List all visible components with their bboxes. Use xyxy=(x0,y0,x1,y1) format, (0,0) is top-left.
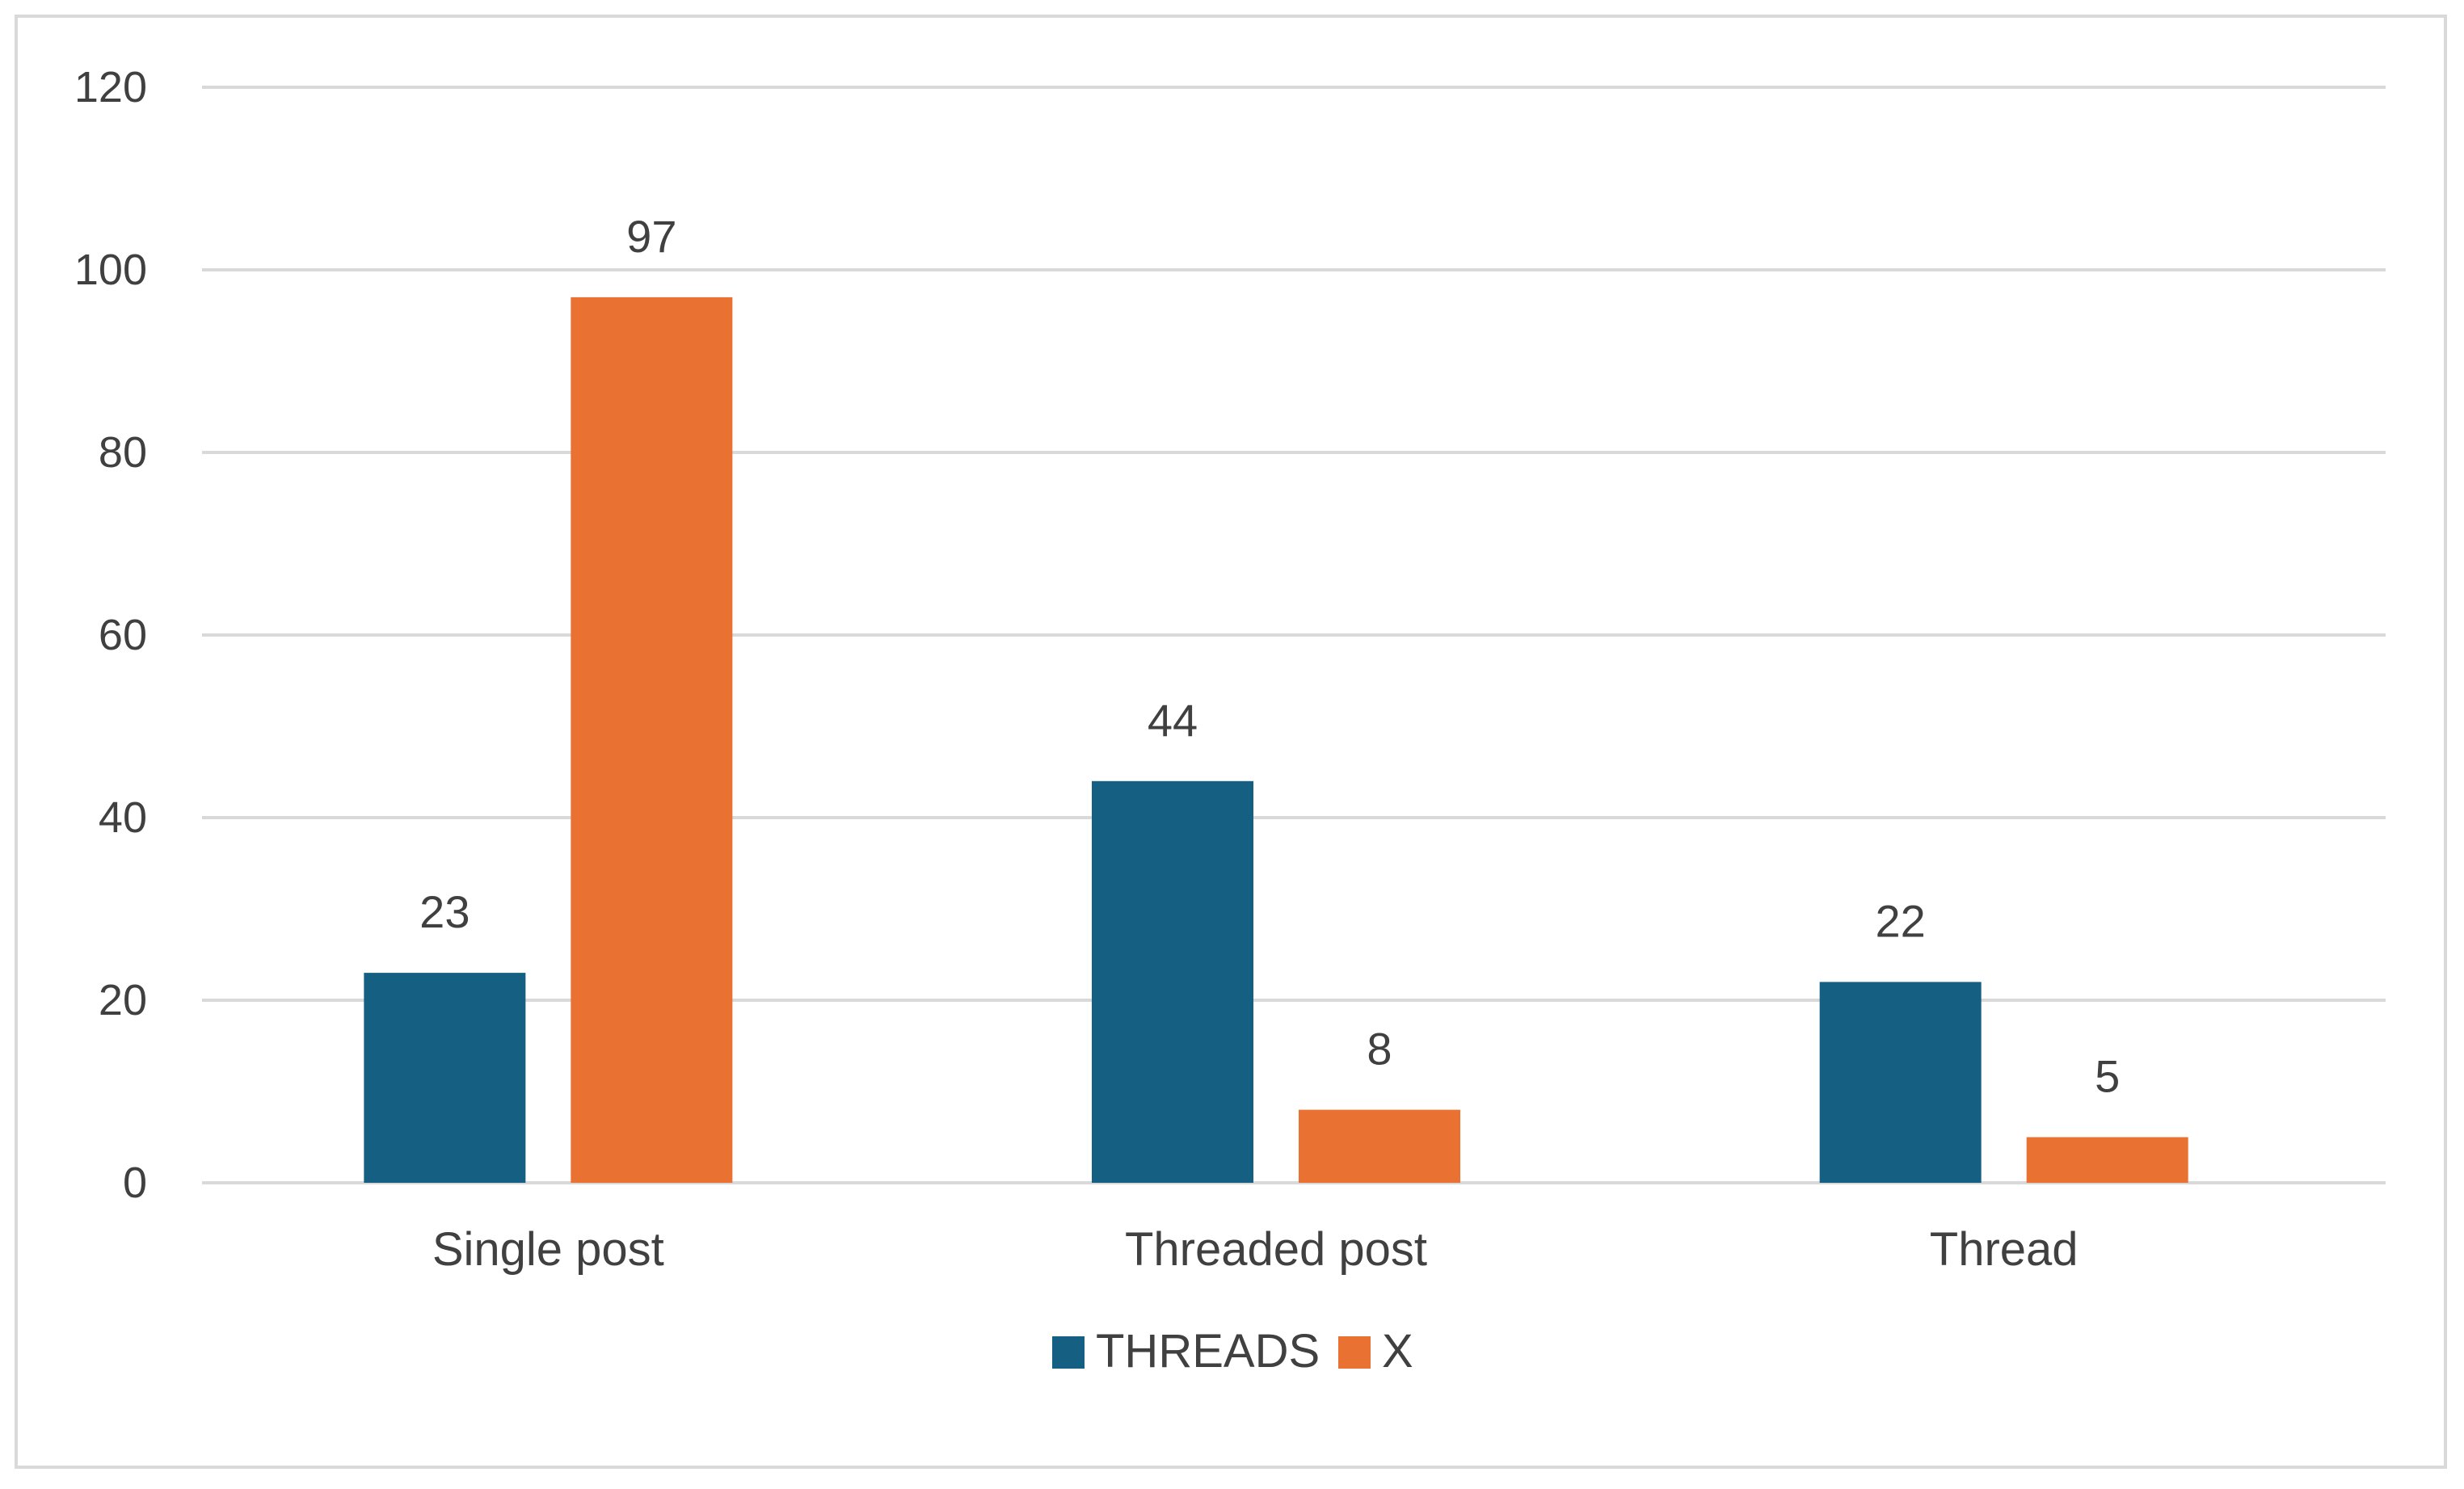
bar-threads-single-post xyxy=(364,973,526,1183)
data-label: 23 xyxy=(419,886,470,937)
data-label: 5 xyxy=(2095,1051,2120,1102)
x-axis-category-labels: Single post Threaded post Thread xyxy=(432,1223,2079,1276)
data-label: 44 xyxy=(1148,695,1198,746)
y-tick-label: 100 xyxy=(74,246,147,294)
data-label: 8 xyxy=(1367,1024,1392,1075)
y-axis-tick-labels: 0 20 40 60 80 100 120 xyxy=(74,63,147,1207)
legend-label-threads: THREADS xyxy=(1096,1325,1320,1378)
legend: THREADS X xyxy=(1052,1325,1413,1378)
data-labels: 23 97 44 8 22 5 xyxy=(419,211,2120,1102)
y-tick-label: 80 xyxy=(99,428,147,477)
y-tick-label: 40 xyxy=(99,793,147,842)
legend-label-x: X xyxy=(1382,1325,1413,1378)
x-category-label: Single post xyxy=(432,1223,664,1276)
bars xyxy=(364,297,2188,1183)
chart-frame: 0 20 40 60 80 100 120 23 97 44 8 22 5 Single post Th… xyxy=(15,15,2447,1469)
y-tick-label: 60 xyxy=(99,611,147,659)
bar-threads-threaded-post xyxy=(1092,780,1253,1183)
x-category-label: Thread xyxy=(1930,1223,2079,1276)
bar-x-single-post xyxy=(571,297,733,1183)
data-label: 97 xyxy=(626,211,676,262)
gridlines xyxy=(202,86,2386,1184)
legend-swatch-x xyxy=(1338,1336,1371,1369)
bar-x-thread xyxy=(2026,1137,2188,1183)
legend-swatch-threads xyxy=(1052,1336,1085,1369)
data-label: 22 xyxy=(1876,895,1926,946)
bar-threads-thread xyxy=(1819,982,1982,1183)
bar-chart: 0 20 40 60 80 100 120 23 97 44 8 22 5 Single post Th… xyxy=(74,63,2386,1378)
y-tick-label: 20 xyxy=(99,976,147,1024)
y-tick-label: 120 xyxy=(74,63,147,111)
x-category-label: Threaded post xyxy=(1125,1223,1427,1276)
y-tick-label: 0 xyxy=(123,1159,147,1207)
bar-x-threaded-post xyxy=(1299,1109,1460,1183)
